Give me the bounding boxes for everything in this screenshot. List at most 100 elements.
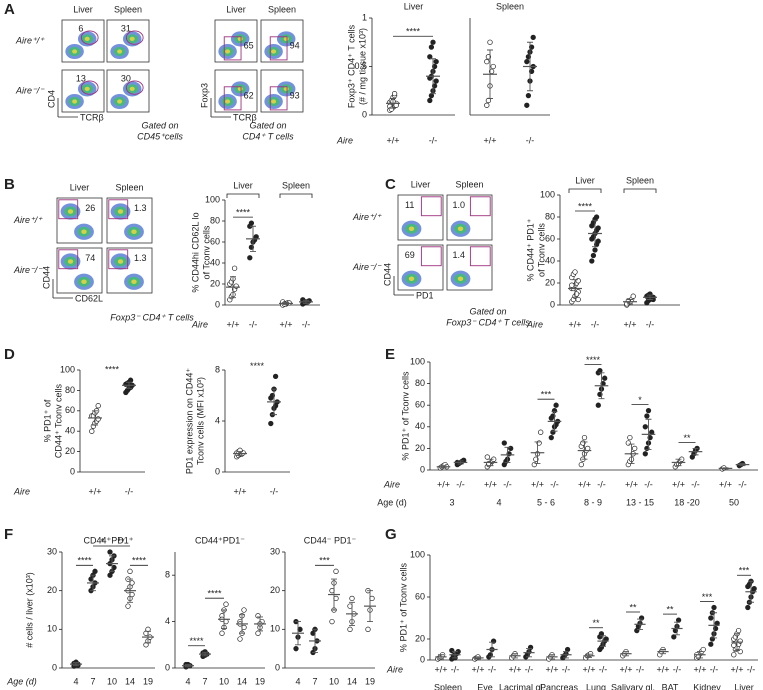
data-point	[700, 646, 706, 653]
data-point	[524, 59, 530, 65]
group-label: -/-	[644, 479, 653, 489]
error-bar	[551, 411, 558, 432]
gate	[269, 86, 288, 111]
gate-percent: 1.3	[134, 253, 147, 263]
error-bar	[487, 49, 493, 99]
group-label: -/-	[525, 664, 534, 674]
gate-percent: 30	[121, 74, 131, 84]
group-label: +/+	[623, 319, 636, 329]
group-label: -/-	[636, 664, 645, 674]
error-bar	[390, 98, 396, 109]
gating-note: Foxp3⁻ CD4⁺ T cells	[110, 312, 194, 322]
y-tick-label: 20	[47, 585, 57, 595]
error-bar	[452, 651, 458, 659]
data-point	[595, 225, 601, 231]
error-bar	[660, 649, 666, 655]
significance-label: **	[629, 602, 637, 612]
cluster-label: Spleen	[282, 180, 310, 190]
gate-percent: 62	[244, 90, 254, 100]
data-point	[589, 258, 595, 264]
y-tick-label: 4	[165, 616, 170, 626]
y-tick-label: 0	[362, 109, 367, 119]
y-axis-label: % PD1⁺ of Tconv cells	[398, 562, 408, 652]
column-label: Spleen	[114, 4, 142, 14]
gate-percent: 11	[405, 200, 414, 210]
flow-density	[72, 99, 78, 104]
cluster-bracket	[623, 188, 657, 193]
group-label: -/-	[451, 664, 460, 674]
panel-letter: B	[4, 176, 15, 193]
group-label: -/-	[302, 319, 311, 329]
row-label: Aire⁺/⁺	[13, 215, 43, 225]
y-axis-label: % CD44⁺ PD1⁺	[525, 218, 535, 281]
gate	[80, 80, 99, 95]
error-bar	[430, 58, 436, 95]
gate	[125, 80, 144, 95]
error-bar	[349, 601, 355, 626]
x-row-label: Aire	[526, 319, 543, 329]
error-bar	[487, 458, 494, 467]
group-label: +/+	[582, 664, 595, 674]
gate	[469, 246, 491, 267]
flow-density	[271, 99, 277, 104]
x-row-label: Age (d)	[6, 676, 37, 686]
flow-density	[237, 36, 243, 42]
group-label: 10	[219, 676, 229, 686]
data-point	[487, 39, 493, 45]
group-label: -/-	[249, 319, 258, 329]
group-label: 7	[312, 676, 317, 686]
gate	[269, 36, 288, 61]
column-label: Spleen	[268, 4, 296, 14]
data-point	[293, 646, 299, 652]
data-point	[427, 54, 433, 60]
group-label: 19	[143, 676, 153, 686]
error-bar	[202, 651, 208, 657]
y-tick-label: 0	[165, 662, 170, 672]
significance-label: ****	[77, 556, 92, 566]
flow-density	[117, 49, 123, 54]
data-point	[751, 585, 757, 592]
data-point	[642, 424, 648, 430]
y-tick-label: 40	[65, 426, 75, 436]
y-tick-label: 20	[270, 585, 280, 595]
cluster-label: Liver	[734, 682, 754, 690]
flow-density	[408, 226, 415, 231]
group-label: +/+	[508, 664, 521, 674]
error-bar	[734, 633, 740, 651]
error-bar	[600, 635, 606, 647]
error-bar	[145, 630, 151, 644]
error-bar	[739, 463, 746, 467]
significance-label: **	[117, 536, 125, 546]
significance-label: ****	[406, 27, 421, 37]
gate-percent: 1.3	[134, 203, 147, 213]
flow-density	[225, 49, 231, 54]
data-point	[737, 648, 743, 655]
gate-percent: 1.4	[452, 250, 465, 260]
flow-density	[283, 36, 289, 42]
group-label: +/+	[693, 664, 706, 674]
data-point	[248, 244, 255, 250]
data-point	[272, 373, 279, 380]
flow-y-axis: CD4	[46, 90, 56, 108]
group-label: -/-	[646, 319, 655, 329]
y-tick-label: 100	[540, 189, 555, 199]
flow-density	[117, 99, 123, 104]
significance-label: ****	[105, 365, 120, 375]
significance-label: *	[638, 395, 642, 405]
cluster-label: 18 -20	[674, 497, 700, 507]
data-point	[231, 265, 238, 271]
group-label: +/+	[484, 479, 497, 489]
error-bar	[645, 418, 652, 450]
cluster-label: Spleen	[626, 175, 654, 185]
error-bar	[722, 467, 729, 470]
group-label: +/+	[531, 479, 544, 489]
data-point	[671, 634, 677, 640]
data-point	[564, 646, 571, 653]
y-axis-label: % PD1⁺ of	[42, 399, 52, 442]
group-label: 19	[365, 676, 375, 686]
chart-title: CD44⁻ PD1⁻	[304, 535, 357, 545]
gate	[108, 249, 129, 270]
group-label: 19	[255, 676, 265, 686]
y-tick-label: 0	[420, 464, 425, 474]
significance-label: ****	[250, 361, 265, 371]
